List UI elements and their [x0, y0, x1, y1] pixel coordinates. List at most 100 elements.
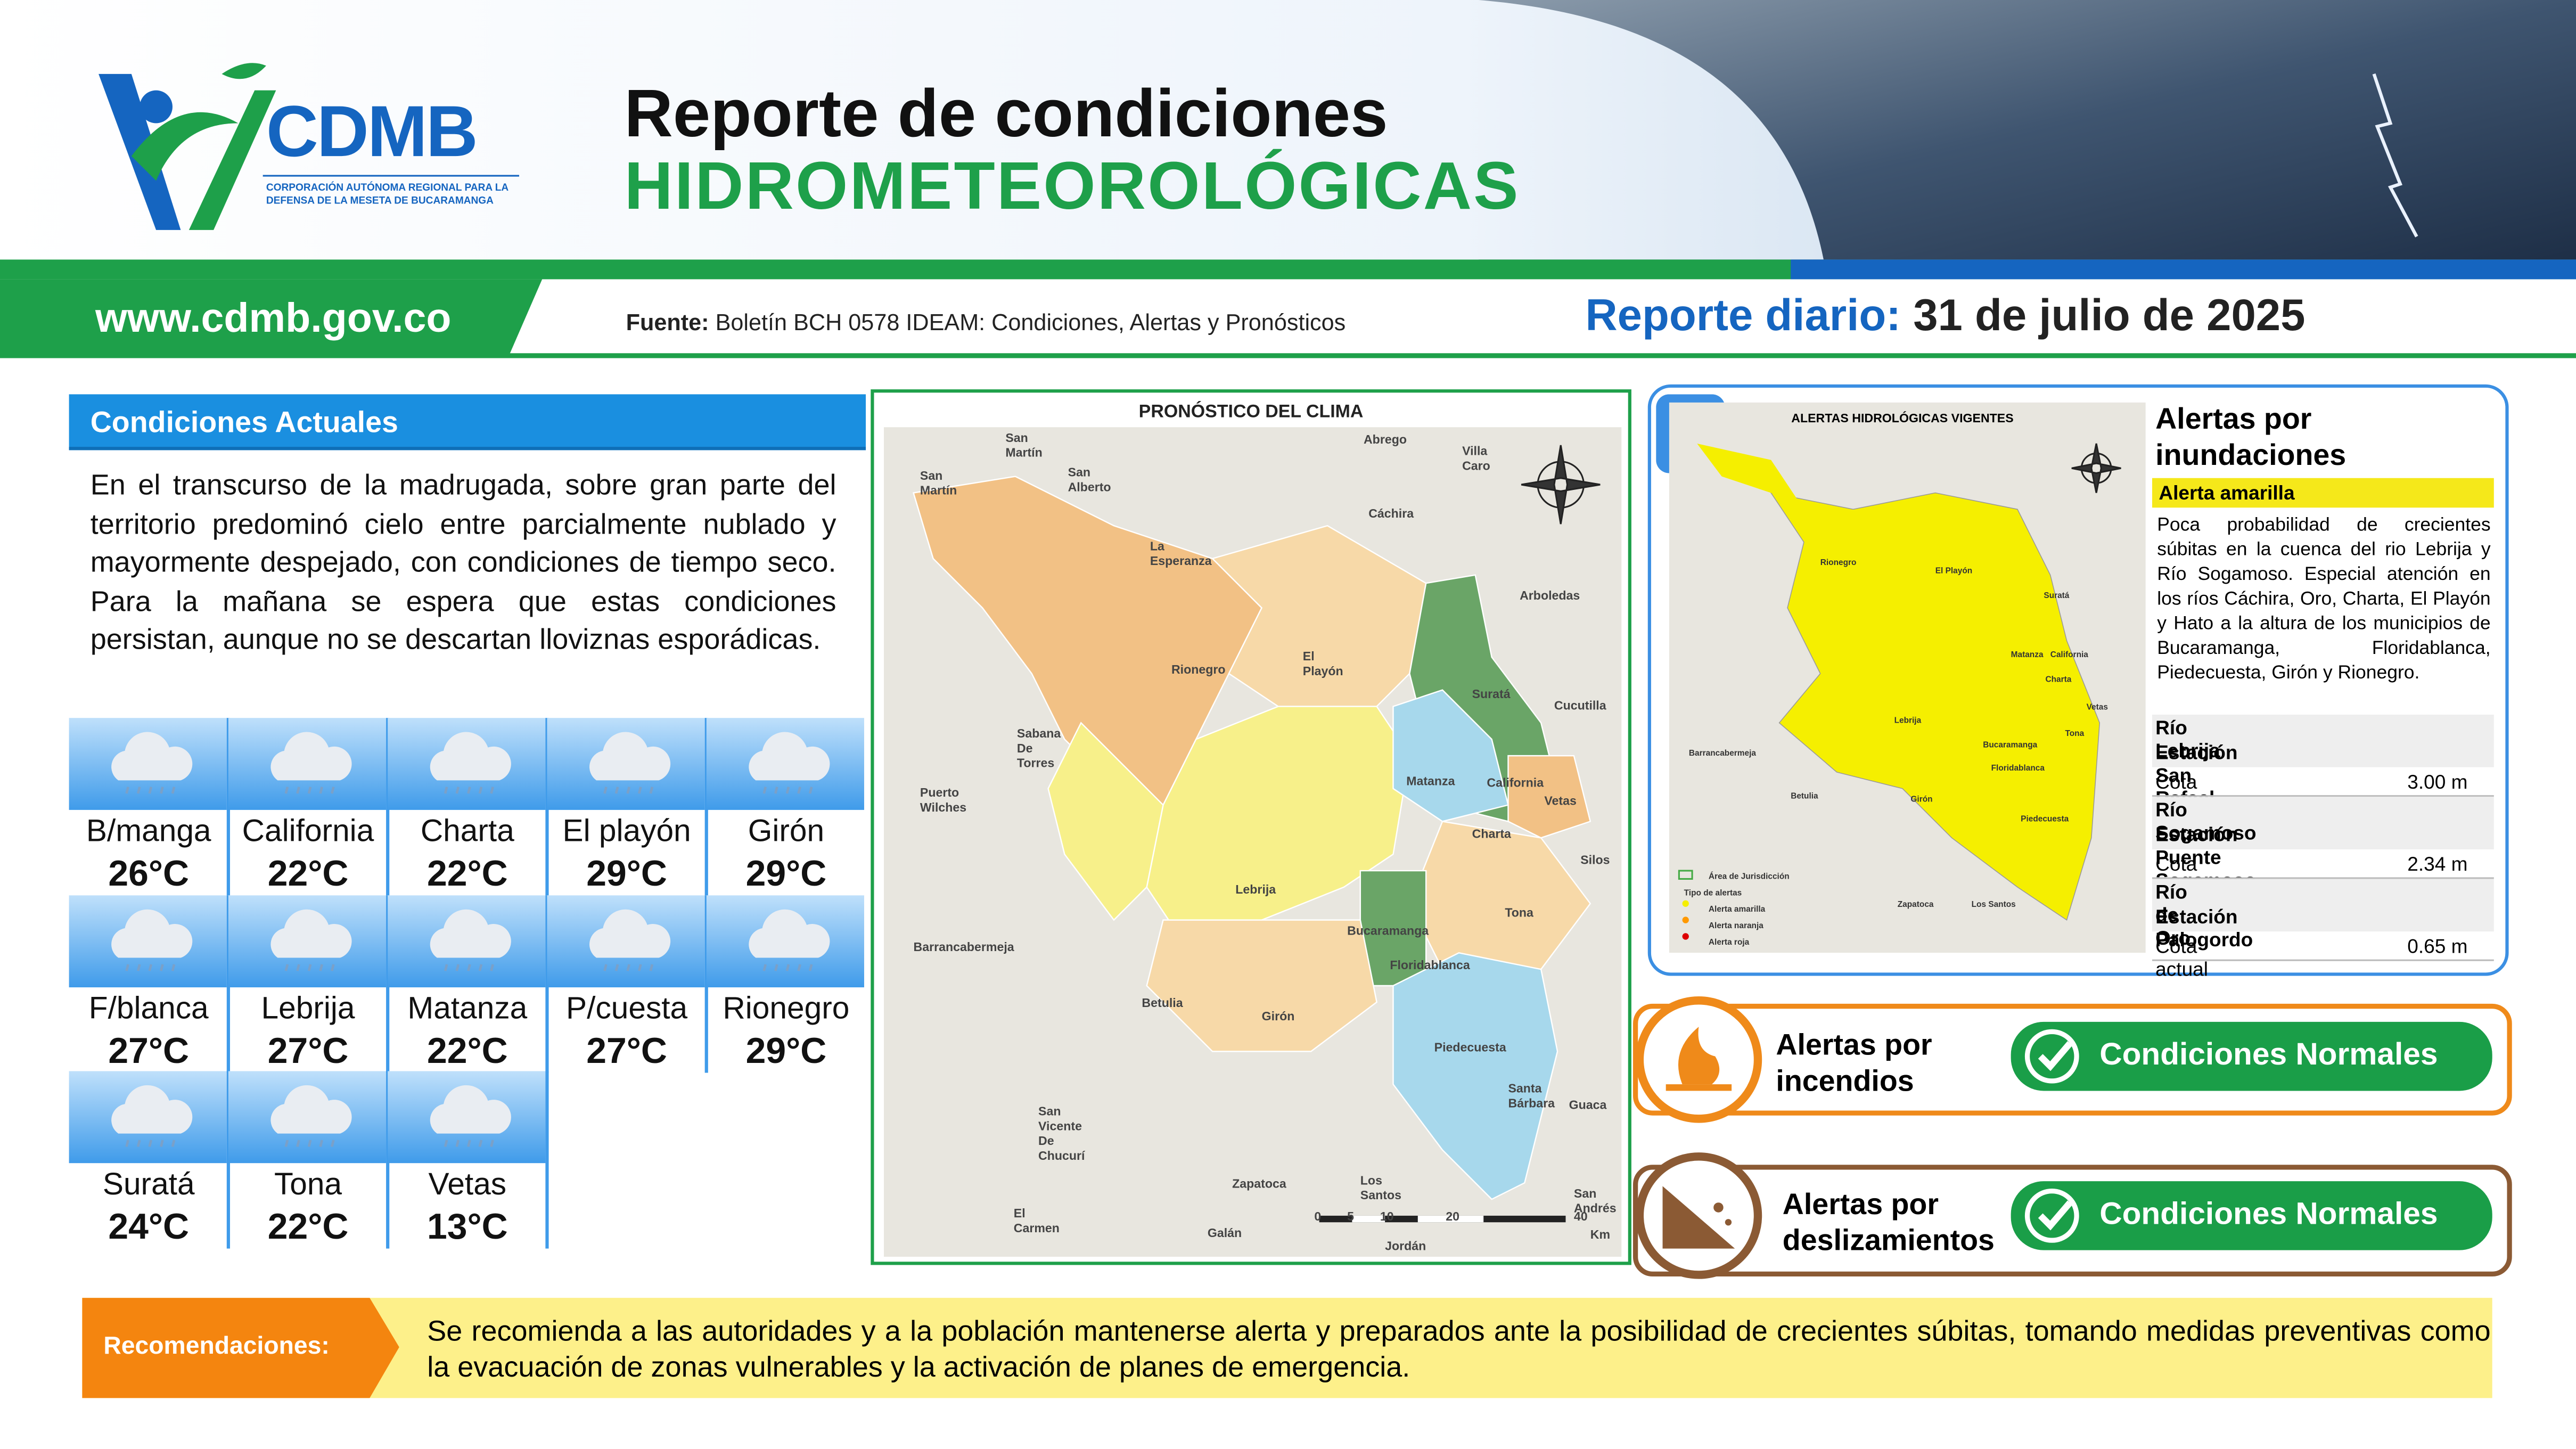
- station-temp: 29°C: [745, 853, 827, 894]
- shape: [136, 1140, 141, 1147]
- recommendations-tab: [82, 1298, 399, 1398]
- map-label: Rionegro: [1820, 558, 1857, 569]
- scale-label: 40: [1573, 1209, 1588, 1224]
- station-name: El playón: [562, 815, 691, 849]
- shape: [774, 787, 778, 794]
- climate-map-title: PRONÓSTICO DEL CLIMA: [1138, 402, 1364, 422]
- station-temp: 22°C: [267, 1206, 349, 1247]
- station-bg: [2152, 797, 2494, 849]
- scale-label: Km: [1590, 1227, 1611, 1242]
- shape: [1352, 1215, 1385, 1223]
- level-value: 2.34 m: [2407, 853, 2468, 876]
- shape: [797, 964, 801, 971]
- shape: [319, 1140, 324, 1147]
- shape: [749, 909, 830, 958]
- weather-icon: [228, 895, 387, 988]
- river: Río Lebrija: [2155, 716, 2220, 763]
- shape: [160, 787, 164, 794]
- title-line2: HIDROMETEOROLÓGICAS: [624, 148, 1520, 224]
- map-label: Piedecuesta: [2021, 815, 2069, 825]
- map-label: Tona: [1505, 905, 1533, 920]
- shape: [1521, 445, 1601, 525]
- station-temp: 24°C: [108, 1206, 190, 1247]
- map-label: La Esperanza: [1150, 538, 1212, 569]
- recommendations-text: Se recomienda a las autoridades y a la p…: [427, 1314, 2491, 1383]
- shape: [467, 964, 471, 971]
- map-label: San Alberto: [1068, 465, 1111, 495]
- station-temp: 27°C: [108, 1030, 190, 1071]
- shape: [270, 732, 352, 781]
- station-temp: 22°C: [267, 853, 349, 894]
- source: Fuente: Boletín BCH 0578 IDEAM: Condicio…: [626, 309, 1346, 335]
- scale-label: 20: [1446, 1209, 1459, 1224]
- shape: [467, 787, 471, 794]
- shape: [614, 787, 619, 794]
- weather-icon: [69, 1071, 227, 1164]
- report-label: Reporte diario:: [1585, 291, 1901, 340]
- shape: [0, 0, 1824, 260]
- shape: [307, 964, 312, 971]
- weather-icon: [69, 718, 227, 810]
- station-name: B/manga: [86, 815, 211, 849]
- cloud: [749, 909, 830, 971]
- shape: [478, 787, 483, 794]
- fire-status: Condiciones Normales: [2099, 1038, 2438, 1073]
- weather-icon: [69, 895, 227, 988]
- weather-icon: [388, 718, 546, 810]
- cloud: [111, 1085, 193, 1147]
- station-bg: [2152, 714, 2494, 767]
- shape: [284, 787, 335, 794]
- map-label: Silos: [1580, 853, 1610, 867]
- url[interactable]: www.cdmb.gov.co: [95, 296, 452, 342]
- shape: [136, 787, 141, 794]
- cloud: [589, 732, 671, 794]
- cloud: [270, 909, 352, 971]
- legend-label: Alerta amarilla: [1708, 905, 1766, 915]
- cloud: [430, 732, 511, 794]
- shape: [649, 787, 654, 794]
- row-line: [2152, 877, 2494, 879]
- fire-icon: [1635, 996, 1762, 1123]
- cloud: [270, 1085, 352, 1147]
- map-label: Guaca: [1569, 1097, 1607, 1112]
- shape: [762, 964, 767, 971]
- weather-icon: [706, 718, 864, 810]
- shape: [603, 787, 654, 794]
- date: 31 de julio de 2025: [1913, 291, 2306, 340]
- title-line1: Reporte de condiciones: [624, 75, 1388, 151]
- shape: [284, 1140, 335, 1147]
- shape: [188, 90, 276, 230]
- cloud: [430, 909, 511, 971]
- shape: [1682, 933, 1689, 940]
- map-label: Cucutilla: [1554, 698, 1606, 713]
- shape: [589, 909, 671, 958]
- shape: [444, 964, 448, 971]
- flood-frame: [1647, 384, 2509, 976]
- shape: [2038, 1200, 2073, 1231]
- map-label: Cáchira: [1368, 506, 1414, 521]
- shape: [762, 787, 813, 794]
- shape: [638, 964, 642, 971]
- conditions-header: [69, 394, 866, 451]
- map-label: El Carmen: [1013, 1206, 1060, 1235]
- station-name: Girón: [748, 815, 825, 849]
- shape: [331, 787, 335, 794]
- map-label: San Vicente De Chucurí: [1038, 1104, 1085, 1164]
- map-label: Puerto Wilches: [920, 785, 967, 815]
- column-divider: [704, 718, 708, 896]
- landslide-status-pill: Condiciones Normales: [2011, 1181, 2492, 1250]
- map-label: El Playón: [1302, 649, 1343, 679]
- shape: [125, 964, 176, 971]
- shape: [148, 1140, 153, 1147]
- map-label: Jordán: [1385, 1239, 1426, 1254]
- map-label: Los Santos: [1971, 900, 2016, 911]
- station-name: Suratá: [102, 1168, 195, 1203]
- shape: [2372, 73, 2418, 238]
- shape: [490, 1140, 494, 1147]
- map-label: Suratá: [1472, 686, 1511, 702]
- fire-title: Alertas por incendios: [1776, 1028, 1932, 1098]
- shape: [131, 112, 239, 181]
- shape: [111, 909, 193, 958]
- shape: [467, 1140, 471, 1147]
- column-divider: [704, 895, 708, 1073]
